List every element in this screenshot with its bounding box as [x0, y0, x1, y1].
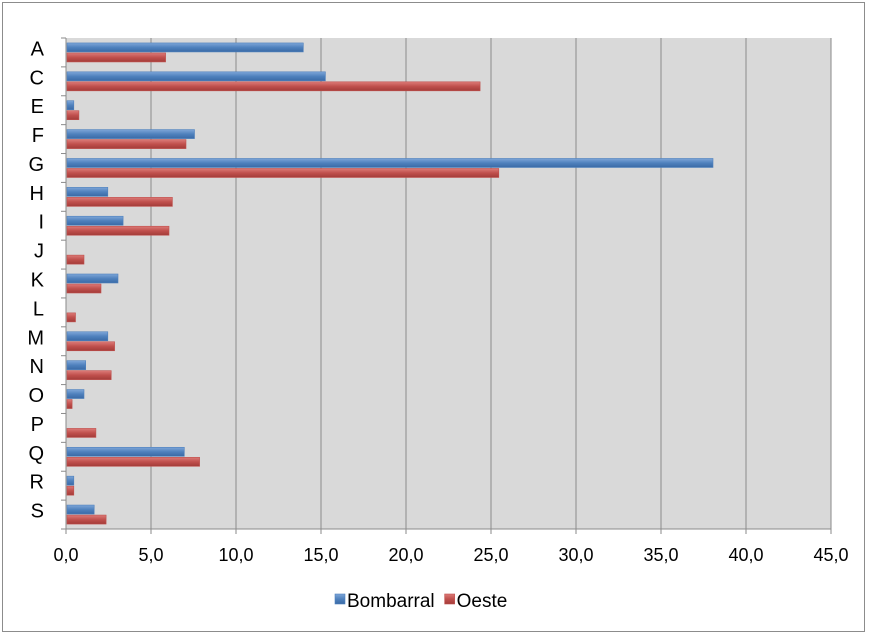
bar-bombarral-r: [66, 475, 75, 486]
bar-oeste-c: [66, 81, 481, 92]
category-label: R: [30, 472, 44, 494]
category-label: E: [31, 96, 44, 118]
bar-bombarral-e: [66, 100, 75, 111]
bar-oeste-o: [66, 399, 73, 409]
bar-oeste-n: [66, 370, 112, 380]
x-tick-label: 30,0: [558, 545, 593, 565]
legend-label-oeste: Oeste: [457, 591, 508, 612]
bar-oeste-l: [66, 312, 76, 323]
bar-oeste-s: [66, 514, 107, 525]
x-tick-label: 20,0: [388, 545, 423, 565]
category-label: M: [27, 327, 44, 349]
category-label: P: [31, 414, 44, 436]
x-tick-label: 45,0: [813, 545, 848, 565]
x-tick-labels: 0,0 5,0 10,0 15,0 20,0 25,0 30,0 35,0 40,0 45,0: [53, 545, 848, 565]
gridlines: [150, 38, 832, 529]
x-tick-label: 10,0: [218, 545, 253, 565]
x-tick-label: 15,0: [303, 545, 338, 565]
x-tick-label: 0,0: [53, 545, 78, 565]
bar-bombarral-o: [66, 389, 85, 399]
bar-bombarral-s: [66, 504, 95, 515]
category-label: H: [30, 183, 44, 205]
bar-bombarral-f: [66, 129, 195, 139]
bar-bombarral-q: [66, 446, 185, 457]
bar-chart: 0,0 5,0 10,0 15,0 20,0 25,0 30,0 35,0 40,0 45,0 A…: [27, 37, 849, 612]
bar-bombarral-i: [66, 215, 124, 226]
bar-oeste-k: [66, 283, 102, 294]
bar-bombarral-m: [66, 331, 109, 342]
bar-oeste-h: [66, 197, 173, 207]
category-label: I: [38, 212, 44, 234]
category-label: L: [33, 298, 44, 320]
axes: [61, 37, 832, 534]
category-label: A: [31, 38, 45, 60]
category-label: C: [30, 67, 44, 89]
bar-oeste-q: [66, 456, 200, 467]
x-tick-label: 5,0: [138, 545, 163, 565]
bar-oeste-f: [66, 139, 187, 149]
bar-oeste-m: [66, 341, 115, 352]
category-label: F: [32, 125, 44, 147]
legend-swatch-oeste: [444, 593, 455, 605]
legend-label-bombarral: Bombarral: [347, 591, 435, 612]
x-tick-label: 40,0: [728, 545, 763, 565]
bar-bombarral-h: [66, 187, 109, 197]
bar-oeste-r: [66, 485, 75, 496]
bar-oeste-j: [66, 254, 85, 265]
category-label: K: [31, 270, 45, 292]
plot-area: [66, 38, 831, 529]
legend-swatch-bombarral: [334, 593, 346, 605]
bar-oeste-i: [66, 225, 170, 236]
bar-bombarral-c: [66, 71, 326, 82]
bar-bombarral-n: [66, 360, 87, 370]
bar-oeste-e: [66, 110, 80, 121]
category-label: J: [34, 241, 44, 263]
legend: Bombarral Oeste: [334, 591, 508, 612]
category-label: N: [30, 356, 44, 378]
category-label: S: [31, 501, 44, 523]
bars: [66, 42, 714, 525]
bar-oeste-a: [66, 52, 166, 63]
bar-oeste-p: [66, 428, 97, 438]
bar-bombarral-k: [66, 273, 119, 284]
category-label: Q: [28, 443, 44, 465]
bar-bombarral-a: [66, 42, 304, 53]
category-label: G: [28, 154, 44, 176]
x-tick-label: 35,0: [643, 545, 678, 565]
bar-oeste-g: [66, 168, 500, 178]
bar-bombarral-g: [66, 158, 714, 168]
category-label: O: [28, 385, 44, 407]
x-tick-label: 25,0: [473, 545, 508, 565]
